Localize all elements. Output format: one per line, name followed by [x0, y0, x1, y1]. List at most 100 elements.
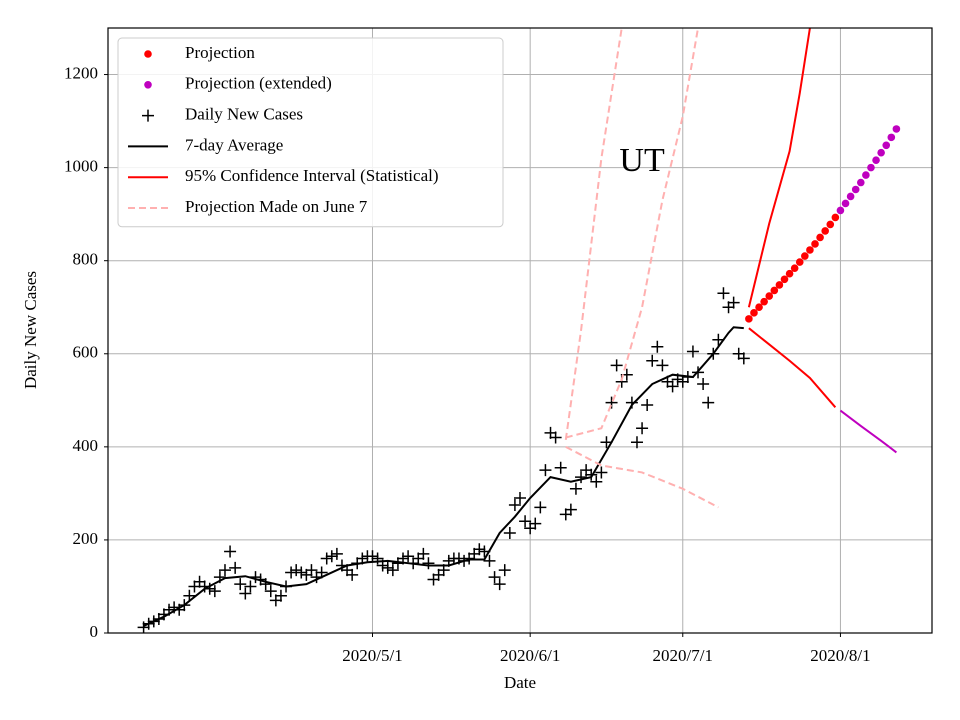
point-marker [514, 492, 526, 505]
point-marker [488, 571, 501, 584]
point-marker [503, 526, 516, 539]
point-marker [717, 287, 730, 300]
point-marker [320, 552, 333, 565]
legend-swatch [142, 109, 154, 122]
point-marker [745, 315, 753, 323]
point-marker [656, 359, 669, 372]
point-marker [575, 471, 588, 484]
point-marker [208, 585, 221, 598]
point-marker [234, 578, 247, 591]
point-marker [224, 545, 237, 558]
point-marker [330, 547, 343, 560]
plot-area [137, 28, 901, 633]
point-marker [816, 233, 824, 242]
series-line [143, 326, 744, 627]
point-marker [636, 422, 649, 435]
point-marker [605, 396, 618, 409]
point-marker [595, 466, 608, 479]
y-tick-label: 1200 [64, 63, 98, 82]
point-marker [702, 396, 715, 409]
point-marker [867, 163, 875, 172]
y-tick-label: 400 [73, 436, 99, 455]
point-marker [770, 286, 779, 295]
point-marker [686, 345, 699, 358]
point-marker [666, 380, 679, 393]
point-marker [785, 269, 794, 278]
point-marker [780, 275, 789, 284]
point-marker [590, 475, 603, 488]
point-marker [290, 564, 303, 577]
x-tick-label: 2020/6/1 [500, 646, 560, 665]
series-line [565, 445, 719, 509]
point-marker [534, 501, 547, 514]
point-marker [610, 359, 623, 372]
point-marker [381, 561, 394, 574]
point-marker [264, 585, 277, 598]
point-marker [806, 246, 814, 254]
series-line [747, 28, 811, 308]
point-marker [651, 340, 664, 353]
point-marker [366, 550, 379, 563]
series-line [564, 28, 623, 441]
point-marker [821, 227, 829, 235]
axes: 0 200 400 600 800 1000 1200 2020/5/1 2020/6/1 202… [64, 63, 871, 664]
point-marker [564, 503, 577, 516]
point-marker [790, 264, 799, 272]
point-marker [765, 292, 774, 300]
point-marker [386, 564, 399, 577]
point-marker [755, 303, 763, 312]
legend-label: Projection [185, 43, 255, 62]
legend-label: 7-day Average [185, 135, 283, 154]
y-tick-label: 600 [73, 343, 99, 362]
point-marker [872, 156, 880, 164]
x-tick-label: 2020/8/1 [810, 646, 870, 665]
point-marker [630, 436, 643, 449]
point-marker [737, 352, 750, 365]
point-marker [285, 566, 298, 579]
point-marker [585, 468, 598, 481]
point-marker [862, 171, 870, 179]
point-marker [508, 499, 521, 512]
point-marker [641, 398, 654, 411]
point-marker [422, 557, 435, 570]
legend-box [117, 37, 504, 228]
point-marker [750, 309, 758, 317]
point-marker [239, 587, 252, 600]
point-marker [346, 568, 359, 581]
annotation: UT [619, 142, 665, 179]
legend-swatch [144, 50, 152, 58]
axes-frame [107, 27, 933, 634]
point-marker [856, 178, 865, 187]
point-marker [841, 199, 850, 208]
point-marker [549, 431, 562, 444]
point-marker [483, 554, 496, 567]
x-axis-label: Date [504, 673, 536, 692]
point-marker [305, 564, 318, 577]
point-marker [811, 240, 819, 248]
point-marker [325, 550, 338, 563]
point-marker [539, 464, 552, 477]
legend-label: Projection (extended) [185, 74, 332, 93]
legend-label: Projection Made on June 7 [185, 197, 368, 216]
point-marker [775, 281, 784, 289]
point-marker [826, 220, 835, 229]
point-marker [877, 148, 885, 157]
legend-swatch [144, 81, 152, 89]
point-marker [851, 185, 860, 194]
point-marker [727, 296, 740, 309]
point-marker [795, 258, 804, 266]
legend: Projection Projection (extended) Daily New… [117, 37, 504, 228]
x-tick-label: 2020/7/1 [653, 646, 713, 665]
series-line [839, 409, 898, 454]
y-tick-label: 200 [73, 529, 99, 548]
legend-label: Daily New Cases [185, 105, 303, 124]
point-marker [519, 515, 532, 528]
point-marker [498, 564, 511, 577]
point-marker [473, 543, 486, 556]
point-marker [244, 580, 257, 593]
point-marker [801, 252, 809, 260]
point-marker [529, 517, 542, 530]
point-marker [697, 378, 710, 391]
series-line [565, 28, 700, 439]
